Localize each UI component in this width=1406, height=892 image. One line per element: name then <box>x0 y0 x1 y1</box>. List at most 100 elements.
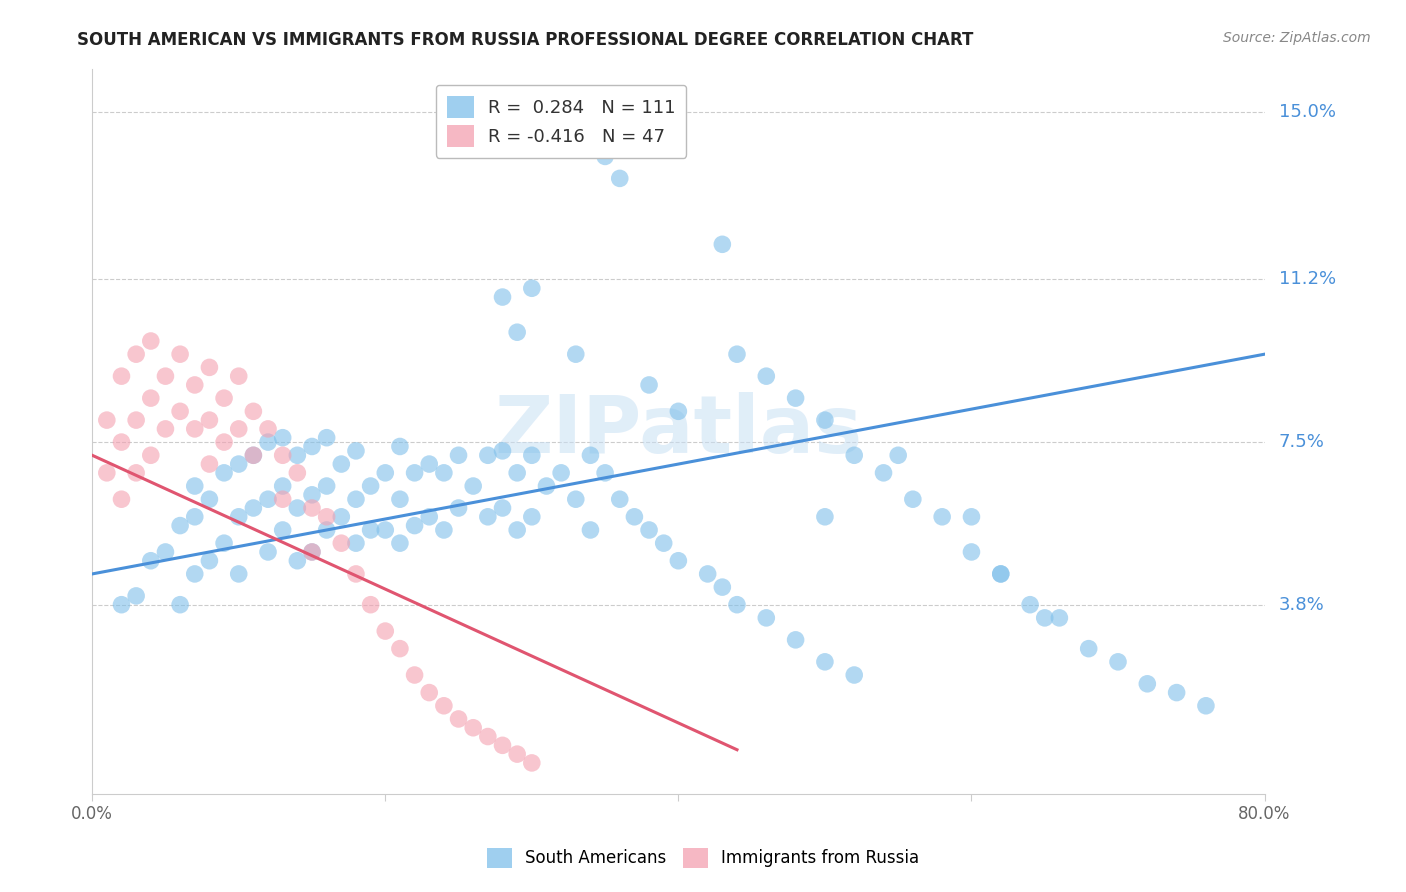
Text: 15.0%: 15.0% <box>1278 103 1336 121</box>
Point <box>374 523 396 537</box>
Point <box>609 492 631 507</box>
Point <box>228 422 250 436</box>
Point <box>520 509 543 524</box>
Point <box>155 369 177 384</box>
Point <box>125 347 148 361</box>
Text: ZIPatlas: ZIPatlas <box>495 392 862 470</box>
Point <box>491 290 513 304</box>
Point <box>506 325 529 339</box>
Point <box>1047 611 1070 625</box>
Point <box>725 347 748 361</box>
Point <box>301 545 323 559</box>
Point <box>139 448 162 462</box>
Point <box>1107 655 1129 669</box>
Point <box>228 566 250 581</box>
Point <box>711 580 734 594</box>
Point <box>155 545 177 559</box>
Point <box>257 435 280 450</box>
Point <box>169 347 191 361</box>
Point <box>418 685 440 699</box>
Point <box>374 466 396 480</box>
Point <box>271 492 294 507</box>
Point <box>872 466 894 480</box>
Point <box>198 457 221 471</box>
Point <box>301 501 323 516</box>
Point <box>301 440 323 454</box>
Point <box>433 466 456 480</box>
Point <box>271 479 294 493</box>
Point <box>520 281 543 295</box>
Point <box>330 509 353 524</box>
Point <box>315 431 337 445</box>
Point <box>1019 598 1042 612</box>
Point <box>931 509 953 524</box>
Point <box>755 611 778 625</box>
Point <box>593 149 616 163</box>
Point <box>477 448 499 462</box>
Point <box>536 479 558 493</box>
Point <box>463 721 485 735</box>
Point <box>315 523 337 537</box>
Point <box>212 536 235 550</box>
Point <box>447 712 470 726</box>
Point <box>1195 698 1218 713</box>
Text: Source: ZipAtlas.com: Source: ZipAtlas.com <box>1223 31 1371 45</box>
Point <box>96 413 118 427</box>
Point <box>1136 677 1159 691</box>
Point <box>257 492 280 507</box>
Point <box>242 448 264 462</box>
Point <box>491 443 513 458</box>
Point <box>110 492 132 507</box>
Point <box>666 554 689 568</box>
Point <box>344 536 367 550</box>
Point <box>169 518 191 533</box>
Point <box>565 492 588 507</box>
Point <box>330 457 353 471</box>
Point <box>960 545 983 559</box>
Point <box>374 624 396 638</box>
Point <box>184 378 207 392</box>
Point <box>565 347 588 361</box>
Legend: South Americans, Immigrants from Russia: South Americans, Immigrants from Russia <box>479 841 927 875</box>
Point <box>271 448 294 462</box>
Point <box>184 566 207 581</box>
Point <box>638 378 661 392</box>
Point <box>110 598 132 612</box>
Point <box>271 431 294 445</box>
Text: 3.8%: 3.8% <box>1278 596 1324 614</box>
Point <box>814 413 837 427</box>
Point <box>388 440 411 454</box>
Point <box>212 435 235 450</box>
Point <box>463 479 485 493</box>
Point <box>271 523 294 537</box>
Point <box>360 598 382 612</box>
Point <box>593 466 616 480</box>
Point <box>550 466 572 480</box>
Point <box>125 589 148 603</box>
Point <box>447 501 470 516</box>
Point <box>242 404 264 418</box>
Point <box>125 413 148 427</box>
Point <box>844 668 866 682</box>
Point <box>844 448 866 462</box>
Point <box>477 509 499 524</box>
Point <box>418 457 440 471</box>
Point <box>139 554 162 568</box>
Point <box>785 391 807 405</box>
Point <box>344 566 367 581</box>
Point <box>242 448 264 462</box>
Point <box>579 448 602 462</box>
Point <box>330 536 353 550</box>
Point <box>285 448 308 462</box>
Point <box>579 523 602 537</box>
Point <box>1033 611 1056 625</box>
Point <box>1077 641 1099 656</box>
Point <box>198 413 221 427</box>
Text: 11.2%: 11.2% <box>1278 270 1336 288</box>
Point <box>433 698 456 713</box>
Point <box>404 466 426 480</box>
Point <box>184 422 207 436</box>
Point <box>433 523 456 537</box>
Point <box>652 536 675 550</box>
Point <box>360 479 382 493</box>
